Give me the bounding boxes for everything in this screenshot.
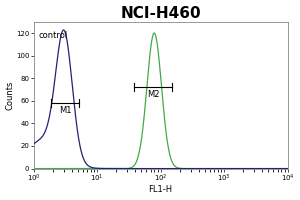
- X-axis label: FL1-H: FL1-H: [148, 185, 172, 194]
- Text: control: control: [39, 31, 68, 40]
- Y-axis label: Counts: Counts: [6, 80, 15, 110]
- Text: M2: M2: [147, 90, 159, 99]
- Title: NCI-H460: NCI-H460: [120, 6, 201, 21]
- Text: M1: M1: [59, 106, 72, 115]
